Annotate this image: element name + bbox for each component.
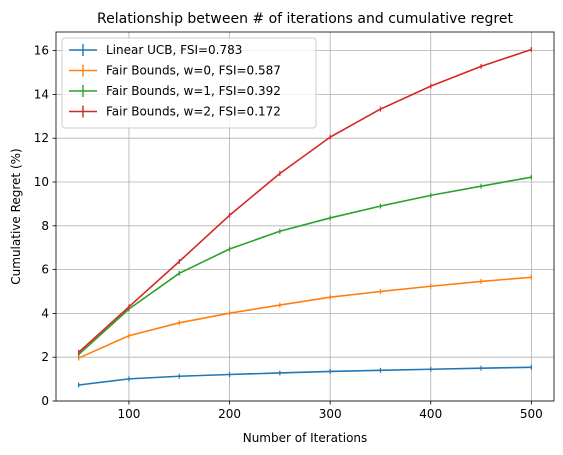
y-tick-label: 0 xyxy=(41,394,49,408)
series-1 xyxy=(78,364,532,388)
series-line xyxy=(78,176,532,356)
legend-item: Fair Bounds, w=1, FSI=0.392 xyxy=(69,84,281,98)
y-tick-label: 10 xyxy=(34,175,49,189)
legend-item: Fair Bounds, w=2, FSI=0.172 xyxy=(69,105,281,119)
legend-label: Fair Bounds, w=2, FSI=0.172 xyxy=(106,105,281,119)
series-2 xyxy=(78,274,532,361)
chart-title: Relationship between # of iterations and… xyxy=(97,11,513,27)
y-tick-label: 8 xyxy=(41,219,49,233)
legend-label: Linear UCB, FSI=0.783 xyxy=(106,43,242,57)
axis-ticks: 100 200 300 400 500 0 2 4 6 8 10 12 14 16 xyxy=(34,44,543,421)
legend-box xyxy=(61,37,317,129)
x-tick-label: 500 xyxy=(520,407,543,421)
x-tick-label: 200 xyxy=(218,407,241,421)
y-tick-label: 2 xyxy=(41,350,49,364)
y-tick-label: 12 xyxy=(34,131,49,145)
x-tick-label: 300 xyxy=(319,407,342,421)
x-tick-label: 400 xyxy=(419,407,442,421)
plot-series xyxy=(78,47,532,388)
y-tick-label: 6 xyxy=(41,263,49,277)
plot-frame xyxy=(55,31,555,402)
legend: Linear UCB, FSI=0.783 Fair Bounds, w=0, F… xyxy=(61,37,317,129)
y-tick-label: 16 xyxy=(34,44,49,58)
legend-label: Fair Bounds, w=1, FSI=0.392 xyxy=(106,84,281,98)
legend-item: Fair Bounds, w=0, FSI=0.587 xyxy=(69,64,281,78)
y-tick-label: 14 xyxy=(34,87,49,101)
x-axis-label: Number of Iterations xyxy=(243,431,368,445)
y-tick-label: 4 xyxy=(41,306,49,320)
series-line xyxy=(78,276,532,359)
series-line xyxy=(78,366,532,386)
series-line xyxy=(78,48,532,353)
legend-label: Fair Bounds, w=0, FSI=0.587 xyxy=(106,64,281,78)
series-4 xyxy=(78,47,532,355)
x-tick-label: 100 xyxy=(117,407,140,421)
legend-item: Linear UCB, FSI=0.783 xyxy=(69,43,242,57)
y-axis-label: Cumulative Regret (%) xyxy=(9,148,23,284)
